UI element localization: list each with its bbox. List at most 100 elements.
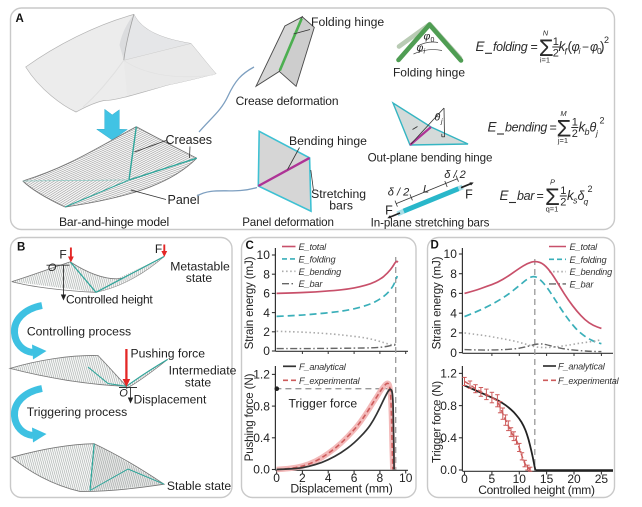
svg-text:Out-plane bending hinge: Out-plane bending hinge — [368, 152, 493, 165]
svg-text:Σ: Σ — [539, 35, 554, 62]
svg-text:i: i — [424, 49, 426, 56]
svg-text:Metastable: Metastable — [170, 260, 230, 274]
svg-text:E_total: E_total — [299, 242, 328, 252]
svg-text:D: D — [431, 240, 439, 252]
svg-text:bending: bending — [505, 121, 547, 135]
svg-text:8: 8 — [263, 267, 270, 281]
svg-text:Displacement: Displacement — [134, 393, 207, 407]
svg-text:Σ: Σ — [545, 184, 560, 211]
svg-text:2: 2 — [299, 471, 306, 485]
svg-text:F_experimental: F_experimental — [558, 376, 620, 386]
svg-text:E_folding: E_folding — [570, 255, 608, 265]
svg-text:In-plane stretching bars: In-plane stretching bars — [371, 217, 490, 230]
svg-text:2: 2 — [560, 197, 566, 209]
svg-text:Pushing force: Pushing force — [131, 347, 206, 361]
svg-text:f: f — [565, 47, 569, 57]
svg-text:Trigger force: Trigger force — [289, 397, 358, 411]
svg-text:Controlling process: Controlling process — [27, 325, 131, 339]
svg-text:state: state — [186, 271, 213, 285]
svg-text:=: = — [550, 121, 557, 135]
svg-text:=: = — [537, 189, 544, 203]
svg-text:2: 2 — [572, 128, 578, 140]
svg-text:4: 4 — [325, 471, 332, 485]
svg-text:2: 2 — [553, 48, 559, 60]
svg-text:φ: φ — [590, 40, 598, 54]
svg-text:6: 6 — [351, 471, 358, 485]
svg-text:Folding hinge: Folding hinge — [393, 66, 465, 80]
svg-text:1: 1 — [553, 36, 559, 48]
svg-text:δ: δ — [578, 189, 586, 203]
svg-text:E_total: E_total — [570, 242, 599, 252]
svg-text:F_experimental: F_experimental — [299, 376, 361, 386]
svg-text:15: 15 — [540, 472, 554, 486]
svg-text:=: = — [531, 40, 538, 54]
svg-text:Creases: Creases — [166, 133, 213, 147]
svg-text:Controlled height: Controlled height — [66, 293, 153, 307]
svg-text:i=1: i=1 — [540, 56, 550, 65]
svg-text:Folding hinge: Folding hinge — [311, 15, 384, 29]
svg-text:P: P — [550, 178, 555, 187]
svg-text:Bending hinge: Bending hinge — [289, 134, 367, 148]
svg-text:F: F — [385, 204, 393, 218]
svg-text:10: 10 — [444, 247, 458, 261]
svg-text:0: 0 — [263, 344, 270, 358]
svg-text:20: 20 — [567, 472, 581, 486]
svg-text:−: − — [582, 40, 589, 54]
svg-text:Stretching: Stretching — [311, 187, 366, 201]
svg-text:Stable state: Stable state — [167, 479, 232, 493]
svg-text:8: 8 — [450, 267, 457, 281]
svg-text:B: B — [17, 242, 25, 254]
svg-text:E_bending: E_bending — [570, 267, 614, 277]
svg-text:E: E — [500, 188, 510, 203]
svg-text:E_folding: E_folding — [299, 254, 337, 264]
svg-text:2: 2 — [588, 184, 593, 194]
svg-text:1: 1 — [572, 117, 578, 129]
svg-text:bar: bar — [517, 189, 535, 203]
svg-text:6: 6 — [263, 287, 270, 301]
svg-text:0: 0 — [431, 37, 435, 44]
svg-text:θ: θ — [590, 121, 597, 135]
svg-text:10: 10 — [399, 471, 413, 485]
svg-text:Intermediate: Intermediate — [169, 364, 237, 378]
svg-text:Controlled height (mm): Controlled height (mm) — [478, 483, 595, 497]
svg-text:φ: φ — [572, 40, 580, 54]
svg-text:i: i — [579, 46, 582, 56]
svg-text:M: M — [560, 109, 567, 118]
svg-text:8: 8 — [377, 471, 384, 485]
svg-text:j: j — [595, 128, 599, 138]
svg-text:Bar-and-hinge model: Bar-and-hinge model — [59, 215, 169, 229]
svg-text:25: 25 — [595, 472, 609, 486]
svg-text:2: 2 — [450, 326, 457, 340]
svg-text:k: k — [579, 120, 587, 135]
svg-text:N: N — [543, 29, 549, 38]
svg-text:q: q — [584, 197, 589, 207]
svg-text:F: F — [465, 188, 473, 202]
svg-text:j: j — [440, 119, 443, 126]
svg-text:2: 2 — [263, 325, 270, 339]
svg-text:Crease deformation: Crease deformation — [236, 94, 339, 108]
svg-text:0.4: 0.4 — [440, 431, 457, 445]
svg-text:6: 6 — [450, 287, 457, 301]
svg-text:2: 2 — [600, 116, 605, 126]
svg-text:C: C — [246, 240, 254, 252]
svg-text:2: 2 — [604, 35, 609, 45]
svg-text:Σ: Σ — [557, 116, 572, 143]
svg-text:Triggering process: Triggering process — [27, 405, 127, 419]
svg-text:Strain energy (mJ): Strain energy (mJ) — [431, 256, 444, 349]
svg-text:0: 0 — [273, 471, 280, 485]
svg-text:4: 4 — [263, 306, 270, 320]
svg-text:F: F — [59, 248, 66, 262]
svg-text:φ: φ — [424, 31, 431, 43]
svg-text:F_analytical: F_analytical — [299, 362, 347, 372]
svg-text:O: O — [119, 388, 128, 400]
svg-text:10: 10 — [513, 472, 527, 486]
svg-text:1: 1 — [560, 185, 566, 197]
svg-text:j=1: j=1 — [557, 136, 568, 145]
svg-text:s: s — [573, 196, 578, 206]
svg-text:(: ( — [568, 39, 573, 54]
svg-text:1.2: 1.2 — [253, 368, 270, 382]
svg-text:0: 0 — [450, 346, 457, 360]
svg-text:E_bar: E_bar — [299, 279, 324, 289]
svg-text:Strain energy (mJ): Strain energy (mJ) — [243, 256, 256, 349]
svg-text:F_analytical: F_analytical — [558, 362, 606, 372]
